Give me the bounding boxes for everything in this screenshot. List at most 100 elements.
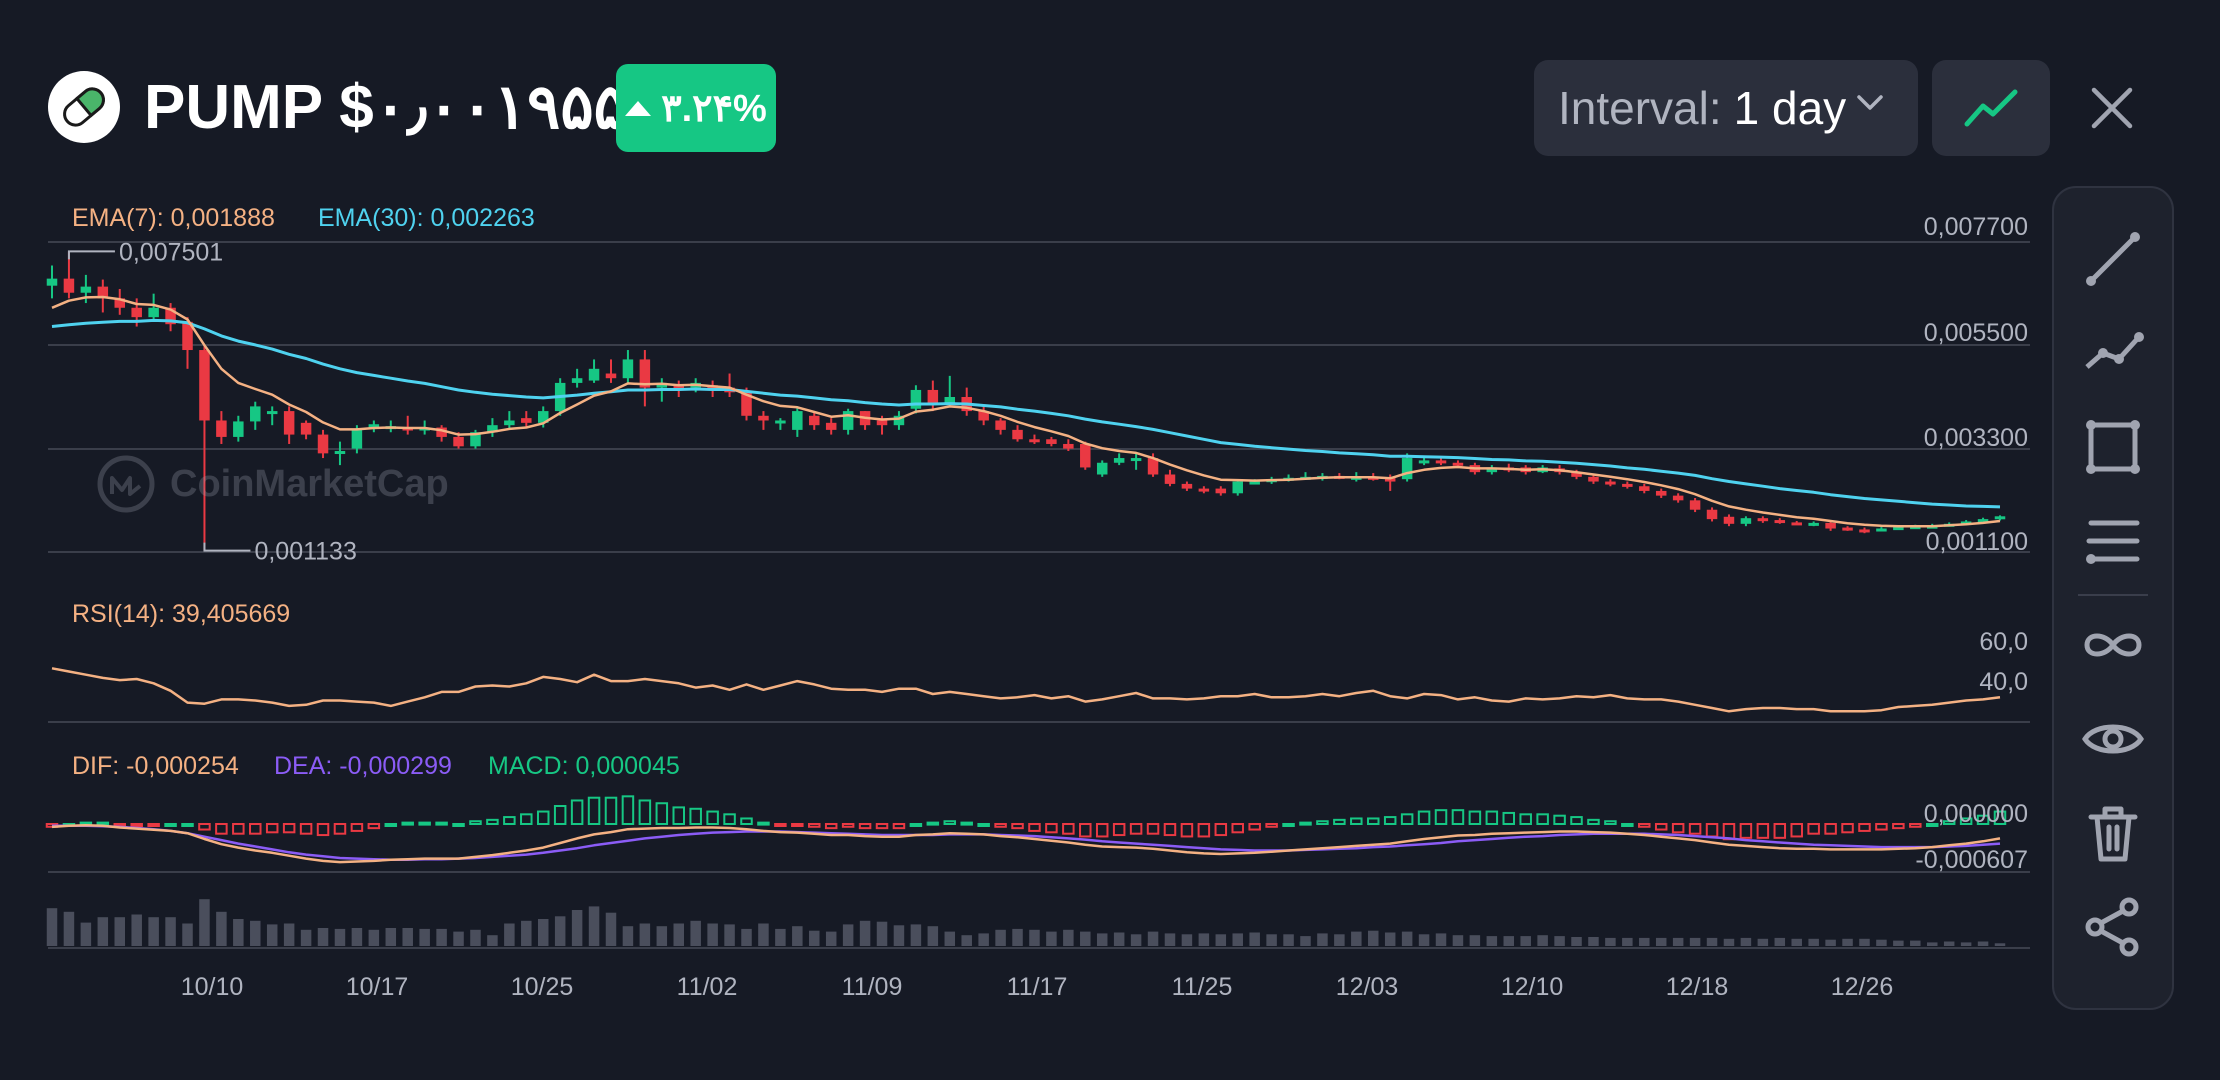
volume-bar	[1317, 933, 1328, 946]
macd-histogram-bar	[587, 796, 601, 825]
macd-histogram-bar	[1909, 823, 1922, 828]
volume-bar	[792, 926, 803, 946]
candle-body	[1384, 477, 1396, 482]
candle-body	[1639, 486, 1650, 491]
candle-body	[1232, 481, 1243, 494]
volume-bar	[1113, 932, 1125, 946]
share-icon	[2085, 897, 2139, 957]
macd-histogram-bar	[1112, 823, 1126, 837]
volume-bar	[1554, 936, 1565, 946]
macd-histogram-bar	[1163, 823, 1177, 837]
macd-histogram-bar	[757, 821, 770, 826]
candle-body	[1096, 462, 1108, 475]
candle-body	[453, 436, 464, 447]
candle-body	[927, 389, 939, 405]
candle-body	[1791, 522, 1802, 526]
ema7-line	[51, 295, 2001, 528]
candle-body	[487, 425, 498, 433]
rectangle-tool[interactable]	[2076, 410, 2150, 484]
volume-bar	[199, 899, 210, 946]
infinity-icon	[2084, 633, 2142, 657]
macd-histogram-bar	[875, 823, 889, 830]
macd-histogram-bar	[926, 821, 940, 826]
x-axis-tick-label: 10/25	[511, 973, 574, 1000]
volume-bar	[148, 917, 159, 946]
candle-body	[1164, 474, 1176, 484]
macd-histogram-bar	[486, 818, 499, 826]
price-tick-label: 0,005500	[1924, 319, 2028, 347]
delete-tool[interactable]	[2076, 796, 2150, 870]
candle-body	[1435, 460, 1447, 464]
visibility-tool[interactable]	[2076, 702, 2150, 776]
price-chart[interactable]: 0,007700 0,005500 0,003300 0,001100 0,007501…	[0, 0, 2040, 1000]
volume-bar	[825, 931, 837, 946]
candle-body	[1960, 521, 1972, 525]
macd-histogram-bar	[536, 810, 550, 825]
close-button[interactable]	[2080, 76, 2144, 140]
toolbar-divider	[2078, 594, 2148, 596]
macd-histogram-bar	[1570, 816, 1583, 826]
candle-body	[131, 307, 142, 318]
macd-histogram-bar	[232, 823, 245, 835]
interval-label: Interval:	[1558, 82, 1722, 134]
volume-bar	[385, 928, 397, 946]
candle-body	[1876, 528, 1887, 532]
macd-histogram-bar	[96, 821, 110, 826]
candle-body	[1825, 522, 1836, 529]
candle-body	[1198, 488, 1210, 492]
candle-body	[1181, 483, 1193, 489]
candle-body	[470, 432, 481, 447]
macd-histogram-bar	[1824, 823, 1837, 835]
infinity-tool[interactable]	[2076, 608, 2150, 682]
candle-body	[1655, 490, 1667, 496]
interval-dropdown[interactable]: Interval: 1 day	[1534, 60, 1918, 156]
volume-bar	[1283, 934, 1294, 946]
macd-histogram-bar	[570, 799, 584, 826]
candle-body	[1622, 483, 1633, 487]
candle-body	[978, 411, 989, 421]
volume-bar	[487, 935, 498, 946]
x-axis-tick-label: 12/18	[1666, 973, 1729, 1000]
price-tick-label: 0,001100	[1926, 528, 2028, 556]
volume-bar	[368, 929, 380, 946]
macd-histogram-bar	[1028, 823, 1041, 832]
parallel-lines-tool[interactable]	[2076, 504, 2150, 578]
share-tool[interactable]	[2076, 890, 2150, 964]
macd-histogram-bar	[401, 821, 414, 826]
volume-bar	[1181, 934, 1193, 946]
candle-body	[622, 359, 634, 379]
macd-histogram-bar	[858, 823, 872, 830]
volume-bar	[1249, 932, 1260, 946]
volume-bar	[1689, 937, 1701, 946]
ema7-legend: EMA(7): 0,001888	[72, 204, 275, 232]
candle-body	[368, 424, 380, 428]
volume-bar	[1571, 937, 1582, 946]
macd-histogram-bar	[774, 823, 787, 827]
macd-histogram-bar	[1993, 810, 2007, 825]
macd-histogram-bar	[503, 816, 516, 826]
polyline-tool[interactable]	[2076, 316, 2150, 390]
volume-bar	[1096, 933, 1108, 946]
chevron-down-icon	[1857, 95, 1883, 110]
volume-bar	[1706, 937, 1718, 946]
macd-histogram-bar	[147, 823, 160, 827]
candle-body	[910, 389, 922, 409]
macd-histogram-bar	[520, 813, 533, 825]
macd-histogram-bar	[249, 823, 262, 835]
trend-line-tool[interactable]	[2076, 222, 2150, 296]
macd-histogram-bar	[1231, 823, 1244, 834]
volume-bar	[419, 928, 430, 946]
chart-type-button[interactable]	[1932, 60, 2050, 156]
candle-body	[436, 427, 447, 437]
macd-histogram-bar	[181, 823, 194, 827]
macd-histogram-bar	[333, 823, 347, 835]
macd-histogram-bar	[1146, 823, 1160, 835]
macd-histogram-bar	[1858, 823, 1871, 832]
macd-histogram-bar	[824, 823, 838, 830]
candle-body	[1418, 460, 1430, 464]
volume-bar	[537, 919, 549, 946]
volume-bar	[1943, 941, 1955, 946]
macd-histogram-bar	[960, 821, 973, 826]
volume-bar	[588, 906, 600, 946]
macd-histogram-bar	[1925, 823, 1939, 827]
